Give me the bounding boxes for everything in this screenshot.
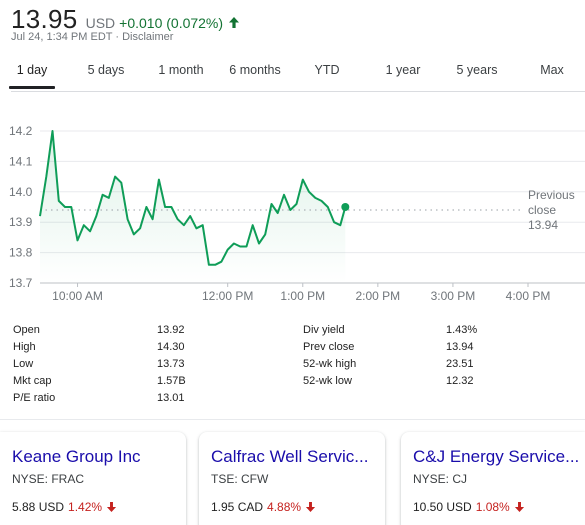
current-price: 13.95	[11, 4, 78, 34]
x-tick-label: 4:00 PM	[506, 289, 551, 303]
active-tab-indicator	[9, 86, 55, 89]
tab-1-year[interactable]: 1 year	[385, 63, 421, 77]
previous-close-value: 13.94	[528, 218, 558, 232]
stat-value: 12.32	[446, 375, 474, 387]
stat-label: 52-wk low	[303, 375, 352, 387]
range-tabs: 1 day 5 days 1 month 6 months YTD 1 year…	[0, 56, 585, 92]
quote-timestamp: Jul 24, 1:34 PM EDT	[11, 31, 113, 43]
y-tick-label: 13.8	[9, 246, 33, 260]
y-tick-label: 13.7	[9, 276, 33, 290]
stat-row: Mkt cap 1.57B	[13, 373, 193, 390]
tab-5-years[interactable]: 5 years	[456, 63, 498, 77]
y-tick-label: 14.0	[9, 185, 33, 199]
related-stock-name[interactable]: Calfrac Well Servic...	[211, 447, 369, 466]
related-stock-price: 5.88 USD	[12, 500, 65, 514]
tab-5-days[interactable]: 5 days	[87, 63, 125, 77]
previous-close-label: close	[528, 203, 556, 217]
x-tick-label: 3:00 PM	[431, 289, 476, 303]
related-stock-exchange: NYSE: CJ	[413, 472, 468, 486]
stat-value: 23.51	[446, 358, 474, 370]
x-tick-label: 10:00 AM	[52, 289, 103, 303]
related-stock-price: 10.50 USD	[413, 500, 472, 514]
stat-row: P/E ratio 13.01	[13, 390, 193, 407]
stat-value: 13.92	[157, 324, 185, 336]
stat-value: 1.57B	[157, 375, 186, 387]
stat-value: 1.43%	[446, 324, 478, 336]
tabs-divider	[11, 91, 585, 92]
price-line	[39, 130, 347, 266]
arrow-down-icon	[514, 501, 524, 513]
related-stock-exchange: TSE: CFW	[211, 472, 269, 486]
tab-1-month[interactable]: 1 month	[158, 63, 204, 77]
price-change: +0.010 (0.072%)	[119, 15, 224, 31]
tab-max[interactable]: Max	[540, 63, 564, 77]
stat-label: Div yield	[303, 324, 345, 336]
currency-code: USD	[85, 15, 116, 31]
meta-separator: ·	[115, 31, 120, 43]
arrow-down-icon	[305, 501, 316, 513]
stat-label: Mkt cap	[13, 375, 52, 387]
y-tick-label: 13.9	[9, 215, 33, 229]
tab-6-months[interactable]: 6 months	[229, 63, 281, 77]
stat-row: 52-wk high 23.51	[303, 356, 503, 373]
key-stats-left: Open 13.92 High 14.30 Low 13.73 Mkt cap 1.57…	[13, 322, 193, 407]
x-tick-label: 12:00 PM	[202, 289, 253, 303]
stat-row: High 14.30	[13, 339, 193, 356]
stat-value: 14.30	[157, 341, 185, 353]
related-stock-price: 1.95 CAD	[211, 500, 264, 514]
section-divider	[0, 419, 585, 420]
related-stock-name[interactable]: Keane Group Inc	[12, 447, 141, 466]
arrow-down-icon	[106, 501, 117, 513]
stat-label: P/E ratio	[13, 392, 56, 404]
stat-row: Low 13.73	[13, 356, 193, 373]
stat-value: 13.01	[157, 392, 185, 404]
related-stock-quote: 10.50 USD 1.08%	[413, 500, 525, 514]
previous-close-label: Previous	[528, 188, 575, 202]
stat-value: 13.94	[446, 341, 474, 353]
related-stock-card[interactable]: Calfrac Well Servic... TSE: CFW 1.95 CAD…	[199, 432, 385, 525]
y-tick-label: 14.1	[9, 154, 33, 168]
related-stock-exchange: NYSE: FRAC	[12, 472, 85, 486]
key-stats-right: Div yield 1.43% Prev close 13.94 52-wk hig…	[303, 322, 503, 390]
related-stock-card[interactable]: C&J Energy Service... NYSE: CJ 10.50 USD…	[401, 432, 585, 525]
stat-label: Low	[13, 358, 34, 370]
related-stock-card[interactable]: Keane Group Inc NYSE: FRAC 5.88 USD 1.42…	[0, 432, 186, 525]
stat-row: 52-wk low 12.32	[303, 373, 503, 390]
related-stock-change: 1.42%	[68, 500, 103, 514]
current-price-marker	[341, 203, 350, 211]
tab-ytd[interactable]: YTD	[314, 63, 340, 77]
related-stock-quote: 5.88 USD 1.42%	[12, 500, 117, 514]
tab-1-day[interactable]: 1 day	[16, 63, 48, 77]
arrow-up-icon	[229, 17, 240, 28]
related-stock-change: 4.88%	[267, 500, 302, 514]
stat-row: Div yield 1.43%	[303, 322, 503, 339]
price-header: 13.95 USD +0.010 (0.072%)	[11, 4, 240, 35]
stat-row: Open 13.92	[13, 322, 193, 339]
x-tick-label: 2:00 PM	[355, 289, 400, 303]
related-stock-name[interactable]: C&J Energy Service...	[413, 447, 580, 466]
stat-label: 52-wk high	[303, 358, 357, 370]
x-tick-label: 1:00 PM	[280, 289, 325, 303]
stat-label: High	[13, 341, 36, 353]
stat-label: Prev close	[303, 341, 355, 353]
quote-meta: Jul 24, 1:34 PM EDT · Disclaimer	[11, 31, 173, 43]
stat-label: Open	[13, 324, 40, 336]
stat-value: 13.73	[157, 358, 185, 370]
related-stock-change: 1.08%	[475, 500, 510, 514]
stat-row: Prev close 13.94	[303, 339, 503, 356]
price-area	[40, 131, 346, 283]
disclaimer-link[interactable]: Disclaimer	[122, 31, 174, 43]
y-tick-label: 14.2	[9, 124, 33, 138]
price-chart[interactable]: 14.2 14.1 14.0 13.9 13.8 13.7 10:00 AM 12:00 P…	[0, 110, 585, 310]
related-stock-quote: 1.95 CAD 4.88%	[211, 500, 316, 514]
